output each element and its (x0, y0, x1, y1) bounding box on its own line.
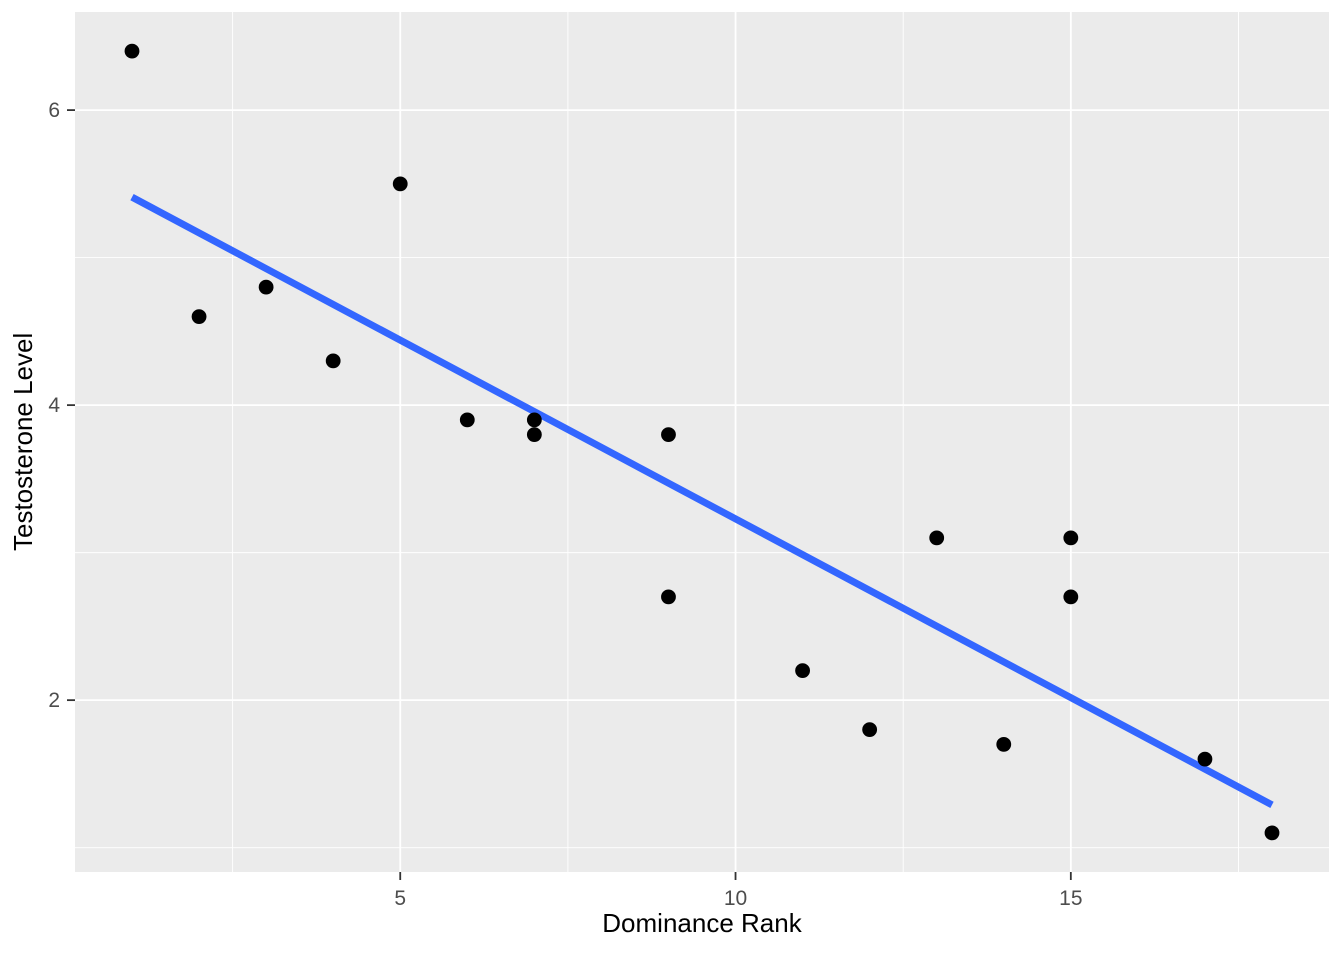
data-point (191, 309, 207, 325)
data-point (661, 589, 676, 605)
data-point (526, 412, 542, 428)
data-point (929, 530, 945, 546)
data-point (795, 663, 810, 679)
data-point (1063, 589, 1079, 605)
y-tick-label: 6 (48, 99, 60, 122)
data-point (1264, 825, 1280, 841)
data-point (1197, 751, 1213, 767)
y-tick-label: 4 (48, 394, 60, 417)
data-point (996, 737, 1012, 752)
panel-background (75, 12, 1329, 872)
data-point (862, 722, 878, 738)
data-point (325, 353, 341, 369)
x-tick-label: 5 (394, 887, 406, 910)
regression-line (130, 194, 1274, 808)
data-point (258, 279, 274, 295)
x-axis-title: Dominance Rank (602, 908, 802, 938)
y-tick-label: 2 (48, 689, 60, 712)
data-point (1063, 530, 1079, 546)
data-point (124, 43, 140, 59)
x-tick-label: 15 (1059, 887, 1082, 910)
data-point (392, 176, 408, 192)
data-point (526, 427, 542, 443)
x-tick-label: 10 (724, 887, 747, 910)
data-point (661, 427, 676, 443)
data-point (459, 412, 475, 428)
y-axis-title: Testosterone Level (8, 332, 38, 552)
